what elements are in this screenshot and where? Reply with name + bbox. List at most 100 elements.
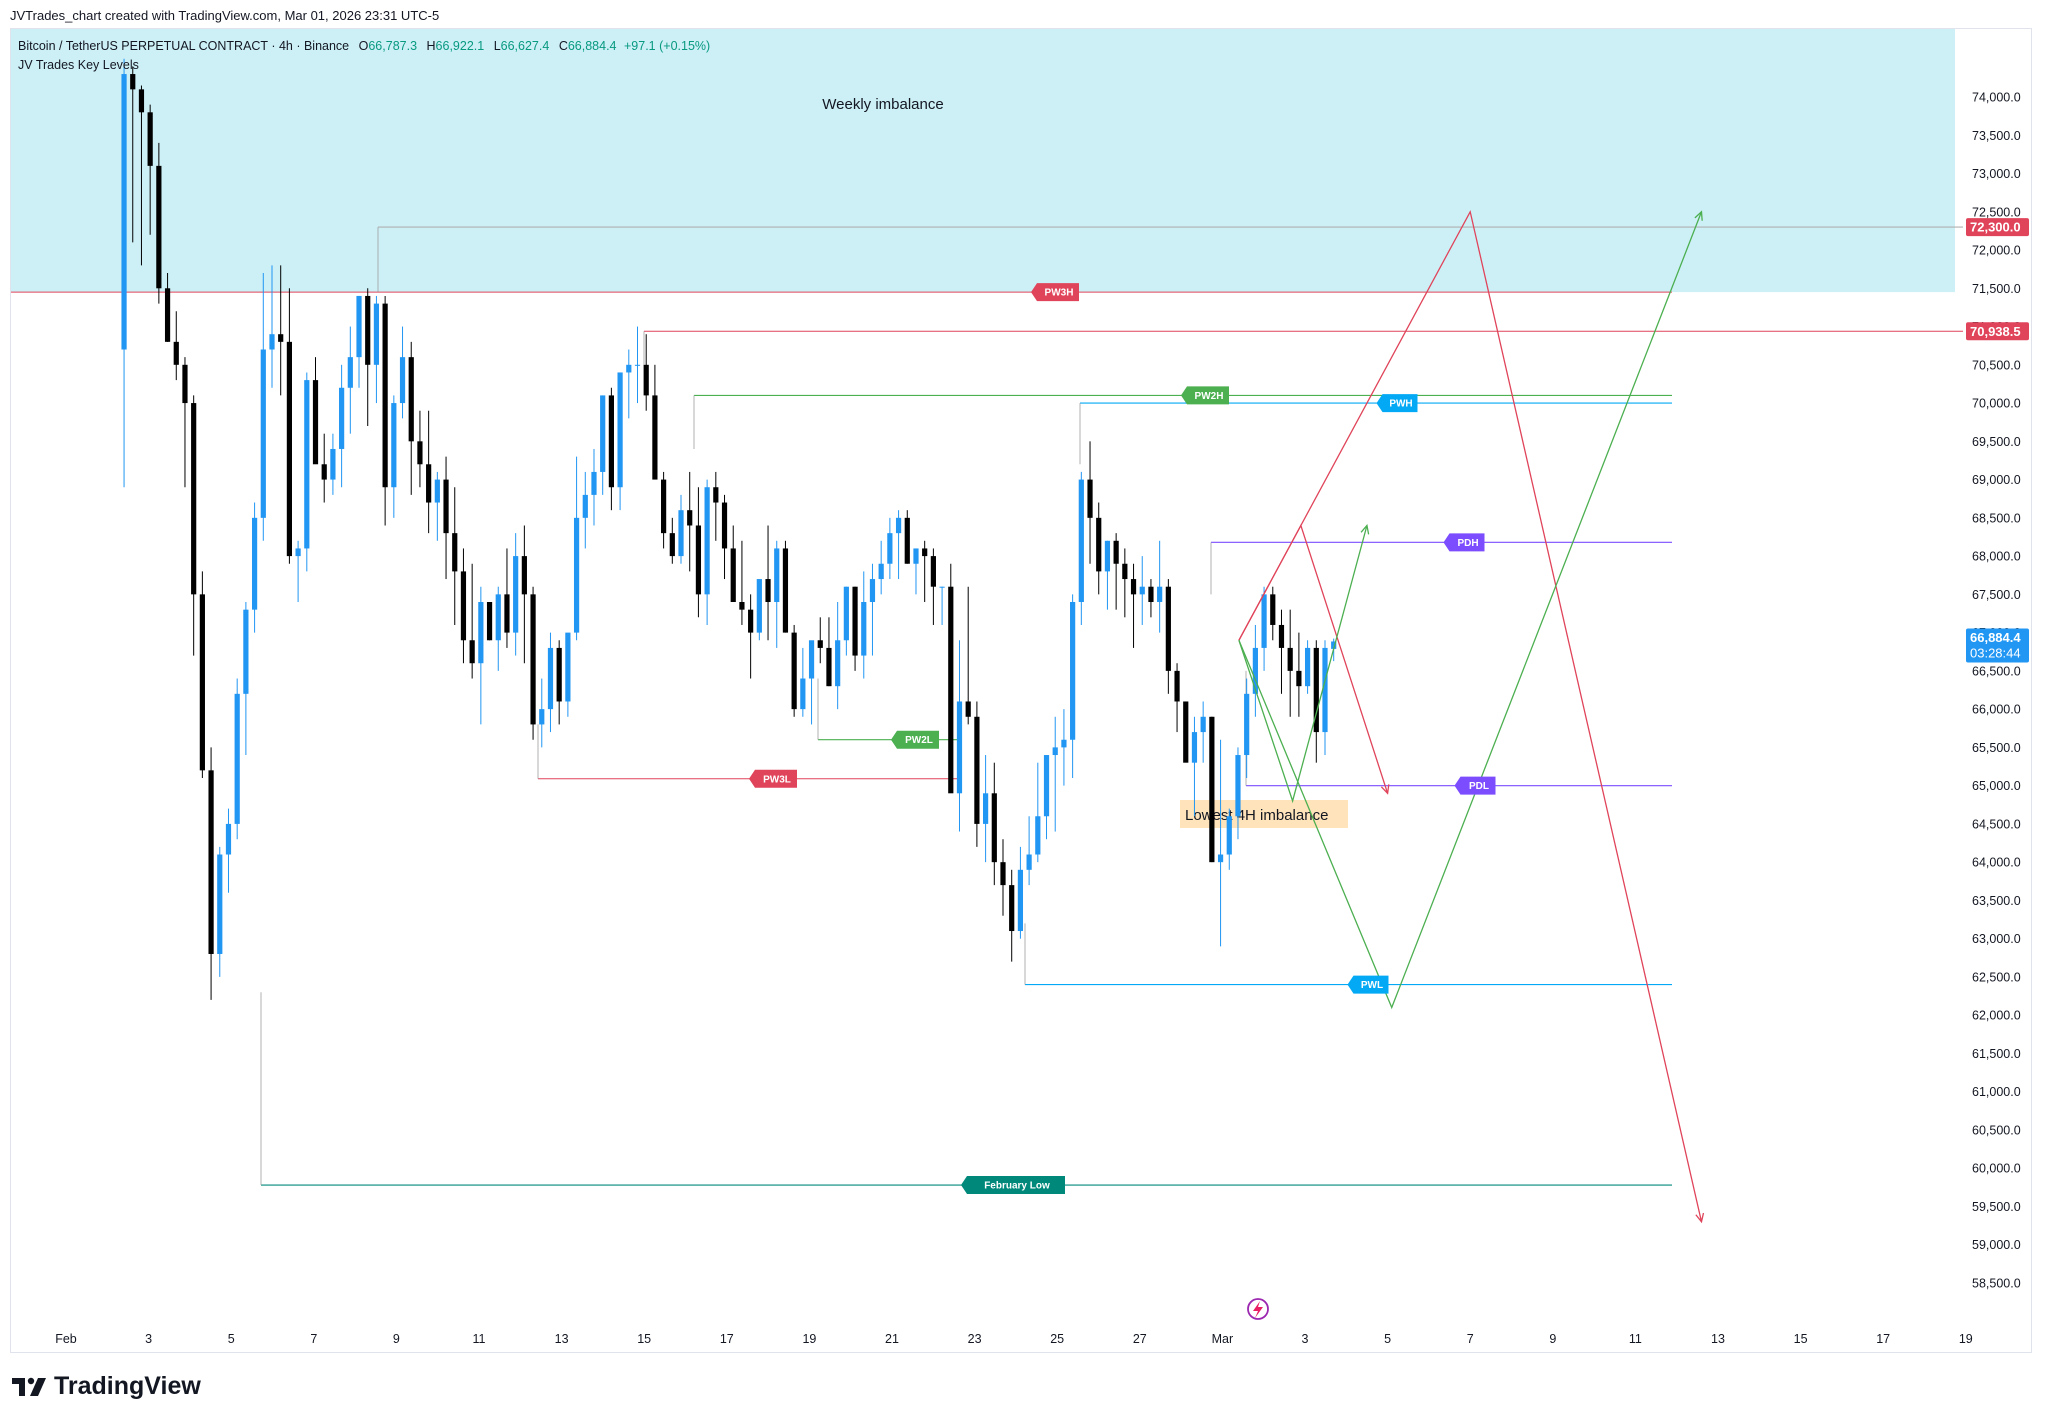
candle-body-10 — [208, 770, 214, 954]
candle-body-108 — [1061, 739, 1067, 748]
candle-body-103 — [1017, 869, 1024, 932]
candle-body-3 — [147, 112, 153, 166]
candle-body-80 — [817, 640, 823, 648]
candle-body-111 — [1087, 479, 1093, 518]
projection-path-2 — [1238, 525, 1368, 804]
candle-body-85 — [861, 602, 867, 656]
price-tick-label: 72,500.0 — [1972, 205, 2021, 219]
candle-body-59 — [634, 364, 641, 366]
candle-body-40 — [469, 640, 475, 664]
candle-body-31 — [391, 403, 397, 488]
candle-body-5 — [164, 288, 171, 342]
candle-body-25 — [339, 387, 345, 449]
candle-body-102 — [1009, 885, 1015, 932]
price-tick-label: 60,500.0 — [1972, 1123, 2021, 1137]
time-tick-label: 11 — [473, 1332, 486, 1346]
candle-body-6 — [173, 341, 179, 365]
candle-body-79 — [808, 640, 815, 679]
candle-body-68 — [713, 487, 719, 503]
tradingview-logo-icon — [12, 1375, 46, 1399]
candle-body-9 — [199, 594, 205, 771]
time-tick-label: 17 — [720, 1332, 734, 1346]
candle-body-54 — [591, 471, 597, 495]
time-tick-label: 19 — [1959, 1332, 1973, 1346]
candle-body-86 — [869, 579, 876, 603]
svg-text:PWH: PWH — [1389, 399, 1412, 410]
candle-body-84 — [852, 586, 858, 656]
close-value: 66,884.4 — [567, 39, 617, 53]
symbol-row[interactable]: Bitcoin / TetherUS PERPETUAL CONTRACT · … — [18, 39, 711, 53]
candle-body-101 — [1000, 862, 1006, 886]
candle-body-33 — [408, 357, 414, 442]
candle-body-39 — [460, 571, 467, 641]
candle-body-21 — [304, 380, 310, 549]
candle-body-95 — [948, 586, 954, 794]
candle-body-137 — [1313, 647, 1319, 733]
chart-attribution: JVTrades_chart created with TradingView.… — [10, 8, 440, 23]
candle-body-135 — [1296, 670, 1302, 687]
candle-body-72 — [748, 609, 754, 633]
time-tick-label: 11 — [1629, 1332, 1642, 1346]
indicator-title[interactable]: JV Trades Key Levels — [18, 58, 139, 72]
time-tick-label: Mar — [1212, 1332, 1234, 1346]
candle-body-122 — [1183, 701, 1189, 763]
candle-body-41 — [478, 602, 484, 664]
projection-path-1 — [1238, 209, 1703, 1222]
price-tick-label: 66,500.0 — [1972, 664, 2021, 678]
svg-text:PDL: PDL — [1469, 781, 1489, 792]
time-tick-label: Feb — [55, 1332, 77, 1346]
candle-body-18 — [278, 334, 284, 342]
candle-body-112 — [1096, 517, 1102, 572]
tradingview-logo[interactable]: TradingView — [12, 1372, 201, 1401]
candle-body-73 — [756, 579, 762, 633]
candle-body-96 — [956, 701, 963, 794]
candle-body-67 — [704, 487, 710, 595]
candle-body-69 — [721, 502, 728, 549]
candle-body-130 — [1252, 647, 1258, 694]
candle-body-16 — [260, 349, 266, 518]
time-tick-label: 7 — [310, 1332, 317, 1346]
time-tick-label: 15 — [1794, 1332, 1808, 1346]
lowest-4h-imbalance-box — [1180, 800, 1348, 828]
lowest-4h-imbalance-label: Lowest 4H imbalance — [1185, 807, 1328, 824]
candle-body-4 — [156, 165, 162, 289]
tradingview-logo-text: TradingView — [54, 1372, 201, 1400]
candle-body-55 — [600, 395, 606, 472]
key-level-tag-pwl: PWL — [1347, 975, 1389, 994]
price-tick-label: 65,000.0 — [1972, 779, 2021, 793]
candle-body-109 — [1070, 602, 1076, 740]
projection-arrowhead-1 — [1695, 1212, 1705, 1224]
last-price-label: 66,884.403:28:44 — [1966, 628, 2029, 663]
candle-body-36 — [434, 479, 440, 503]
candle-body-127 — [1226, 816, 1232, 855]
time-tick-label: 5 — [228, 1332, 235, 1346]
candle-body-81 — [826, 647, 832, 687]
price-tick-label: 64,000.0 — [1972, 856, 2021, 870]
candle-body-26 — [347, 357, 353, 388]
candle-body-82 — [835, 640, 841, 687]
candle-body-52 — [573, 517, 580, 633]
open-value: 66,787.3 — [368, 39, 418, 53]
candle-body-134 — [1287, 647, 1293, 671]
lightning-icon[interactable] — [1247, 1298, 1269, 1320]
candle-body-133 — [1278, 624, 1285, 648]
candle-body-128 — [1235, 755, 1241, 817]
price-tick-label: 65,500.0 — [1972, 741, 2021, 755]
candle-body-24 — [330, 448, 336, 480]
svg-text:PDH: PDH — [1457, 538, 1478, 549]
candle-body-74 — [765, 579, 771, 603]
candle-body-92 — [922, 548, 928, 557]
candle-body-22 — [312, 380, 319, 465]
candle-body-104 — [1026, 854, 1032, 870]
candle-body-97 — [965, 701, 971, 717]
time-axis: Feb 3 5 7 9 11 13 15 17 19 21 23 25 27 Mar 3 5 7 9 11 13 15 17… — [55, 1332, 1973, 1346]
candle-body-58 — [626, 364, 632, 373]
candle-body-2 — [138, 89, 145, 113]
candle-body-23 — [321, 464, 327, 480]
candle-body-123 — [1191, 732, 1198, 763]
candle-body-35 — [426, 464, 432, 503]
chart-frame — [10, 28, 2032, 1353]
symbol-title: Bitcoin / TetherUS PERPETUAL CONTRACT · … — [18, 39, 350, 53]
candle-body-125 — [1209, 716, 1215, 863]
